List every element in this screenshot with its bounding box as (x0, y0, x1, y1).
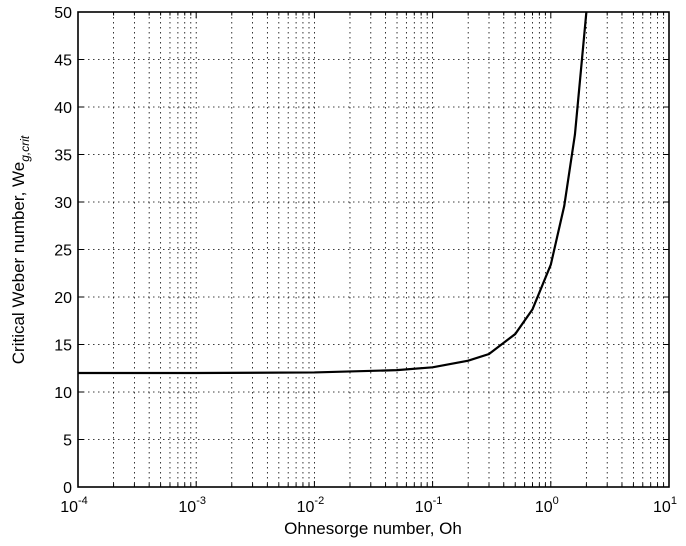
y-tick-label: 0 (63, 480, 72, 497)
y-tick-label: 40 (54, 100, 72, 117)
y-tick-label: 45 (54, 53, 72, 70)
y-axis-label-main: Critical Weber number, We (9, 162, 28, 365)
y-tick-labels: 0 5 10 15 20 25 30 35 40 45 50 (54, 5, 72, 497)
x-tick-label: 10-3 (178, 495, 206, 516)
y-axis-label: Critical Weber number, Weg,crit (9, 135, 32, 364)
y-tick-label: 5 (63, 433, 72, 450)
x-tick-label: 10-1 (415, 495, 443, 516)
x-tick-labels: 10-4 10-3 10-2 10-1 100 101 (60, 495, 677, 516)
x-tick-label: 100 (535, 495, 559, 516)
x-tick-label: 101 (653, 495, 677, 516)
x-tick-label: 10-4 (60, 495, 88, 516)
y-tick-label: 10 (54, 385, 72, 402)
plot-frame (77, 11, 670, 488)
x-tick-label: 10-2 (297, 495, 325, 516)
series-line (78, 11, 588, 375)
y-tick-label: 50 (54, 5, 72, 22)
y-tick-label: 30 (54, 195, 72, 212)
y-tick-label: 15 (54, 338, 72, 355)
y-axis-label-sub: g,crit (18, 135, 32, 162)
grid-lines (78, 12, 669, 487)
y-tick-label: 25 (54, 243, 72, 260)
x-axis-label: Ohnesorge number, Oh (284, 519, 462, 538)
y-tick-label: 20 (54, 290, 72, 307)
y-tick-label: 35 (54, 148, 72, 165)
